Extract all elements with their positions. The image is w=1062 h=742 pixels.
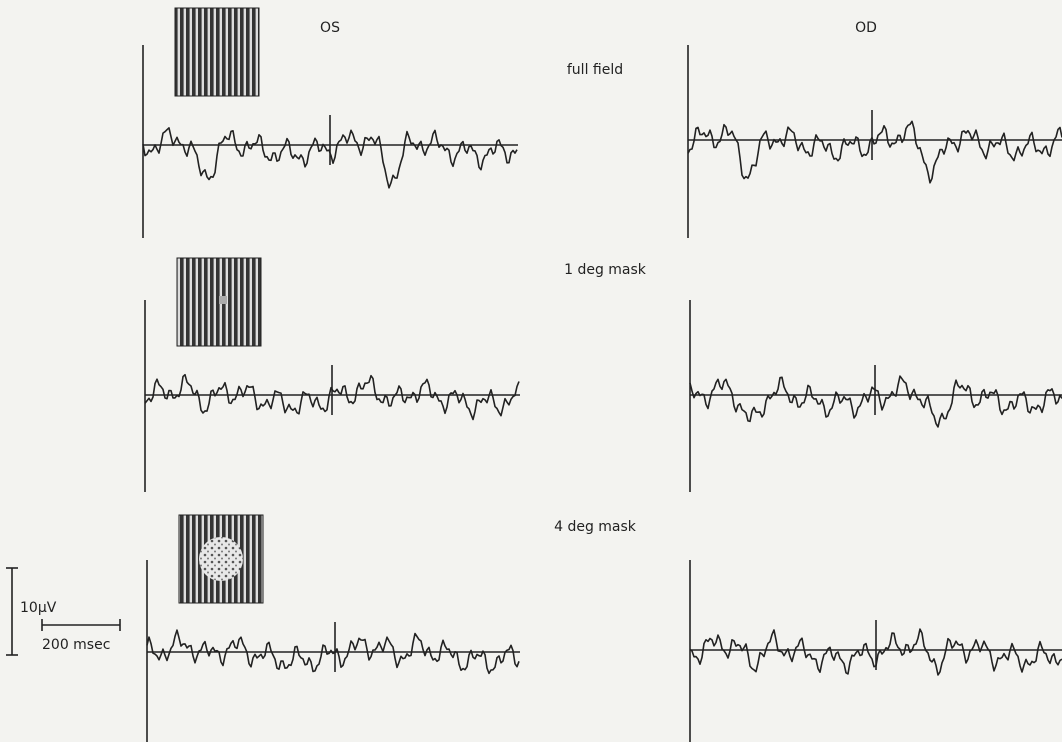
column-label: OS xyxy=(320,20,340,36)
mask xyxy=(199,537,243,581)
waveform xyxy=(690,376,1062,427)
waveform xyxy=(688,121,1062,183)
scale-label: 200 msec xyxy=(42,637,110,653)
mask xyxy=(219,296,227,304)
row-label: 4 deg mask xyxy=(554,519,637,535)
row-label: full field xyxy=(567,62,623,78)
scale-label: 10μV xyxy=(20,600,57,616)
row-label: 1 deg mask xyxy=(564,262,647,278)
stimulus-grating xyxy=(175,8,259,96)
column-label: OD xyxy=(855,20,877,36)
figure: OS OD full field 1 deg mask 4 deg mask 1… xyxy=(0,0,1062,742)
